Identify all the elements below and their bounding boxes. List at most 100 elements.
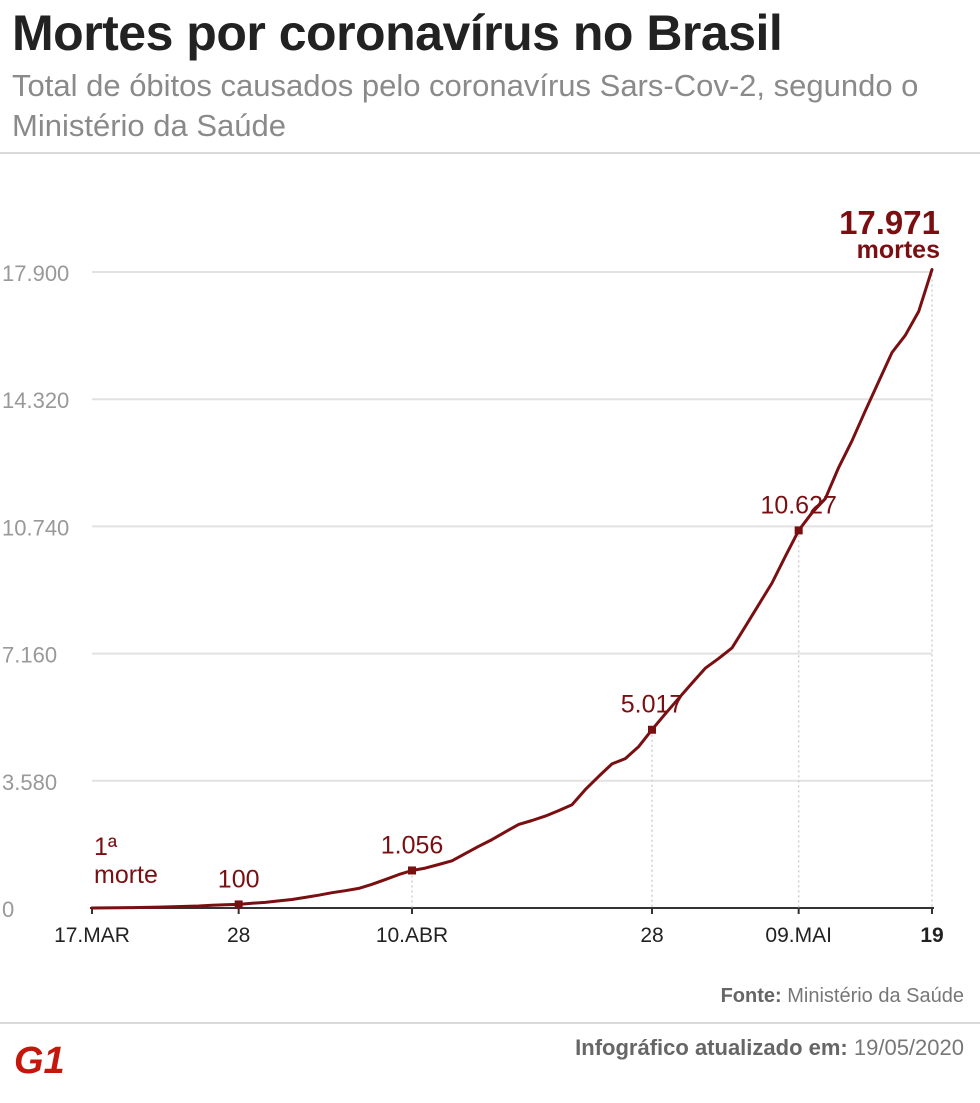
data-point bbox=[464, 852, 467, 855]
data-point bbox=[424, 867, 427, 869]
y-tick-labels: 0 3.580 7.160 10.740 14.320 17.900 bbox=[2, 261, 69, 922]
data-point bbox=[824, 497, 827, 500]
data-point bbox=[611, 763, 613, 765]
data-point bbox=[131, 906, 133, 909]
series-layer bbox=[90, 268, 934, 910]
data-point bbox=[277, 900, 280, 902]
data-point bbox=[677, 697, 680, 700]
data-point bbox=[224, 903, 227, 906]
annotation-label: 5.017 bbox=[621, 691, 684, 719]
data-point bbox=[197, 905, 200, 907]
data-point bbox=[624, 757, 627, 760]
y-tick-label: 17.900 bbox=[2, 261, 69, 286]
data-point bbox=[731, 647, 733, 649]
data-point bbox=[744, 625, 747, 628]
data-point bbox=[251, 902, 253, 904]
data-point bbox=[704, 667, 707, 669]
data-point bbox=[691, 682, 693, 684]
annotation-label: mortes bbox=[857, 236, 940, 264]
data-point bbox=[637, 745, 640, 748]
data-point bbox=[291, 898, 293, 901]
data-point bbox=[384, 878, 387, 881]
data-point bbox=[304, 896, 307, 899]
x-tick-label: 19 bbox=[920, 924, 943, 947]
data-point bbox=[917, 310, 920, 313]
x-tick-label: 17.MAR bbox=[54, 924, 130, 947]
data-point bbox=[877, 380, 880, 383]
data-point bbox=[851, 440, 853, 442]
data-point bbox=[531, 819, 533, 822]
y-tick-label: 14.320 bbox=[2, 388, 69, 413]
annotation-marker bbox=[648, 725, 656, 734]
data-point bbox=[331, 891, 333, 894]
data-point bbox=[437, 863, 440, 866]
data-point bbox=[584, 788, 587, 791]
y-tick-label: 7.160 bbox=[2, 643, 57, 668]
deaths-line-chart: 0 3.580 7.160 10.740 14.320 17.900 17.MAR 28 10… bbox=[2, 204, 944, 947]
y-tick-label: 3.580 bbox=[2, 770, 57, 795]
data-point bbox=[664, 712, 667, 715]
footer-divider bbox=[0, 1022, 980, 1024]
data-point bbox=[264, 901, 267, 904]
data-point bbox=[171, 905, 173, 908]
source-value: Ministério da Saúde bbox=[781, 985, 964, 1007]
annotation-marker bbox=[794, 526, 803, 535]
chart-subtitle: Total de óbitos causados pelo coronavíru… bbox=[12, 68, 919, 143]
data-point bbox=[104, 907, 107, 909]
updated-note: Infográfico atualizado em: 19/05/2020 bbox=[575, 1035, 964, 1061]
data-point bbox=[771, 582, 773, 584]
y-tick-label: 0 bbox=[2, 897, 14, 922]
data-point bbox=[904, 334, 907, 337]
data-point bbox=[891, 351, 893, 354]
data-point bbox=[757, 603, 760, 606]
x-tick-labels: 17.MAR 28 10.ABR 28 09.MAI 19 bbox=[54, 908, 944, 947]
annotation-marker bbox=[408, 866, 416, 875]
annotation-label: 1.056 bbox=[381, 831, 444, 859]
data-point bbox=[397, 873, 400, 876]
data-point bbox=[544, 815, 547, 817]
x-tick-label: 10.ABR bbox=[376, 924, 448, 947]
updated-value: 19/05/2020 bbox=[847, 1035, 964, 1060]
data-point bbox=[811, 511, 813, 514]
data-point bbox=[144, 906, 147, 909]
data-point bbox=[184, 905, 187, 908]
data-point bbox=[717, 657, 720, 660]
annotation-label: 1ª bbox=[94, 833, 118, 861]
data-point bbox=[864, 410, 867, 412]
x-tick-label: 28 bbox=[227, 924, 250, 947]
data-point bbox=[371, 883, 373, 886]
data-point bbox=[117, 906, 120, 909]
chart-title: Mortes por coronavírus no Brasil bbox=[12, 5, 783, 61]
annotation-marker bbox=[234, 900, 243, 909]
source-note: Fonte: Ministério da Saúde bbox=[721, 985, 964, 1008]
data-point bbox=[597, 775, 600, 778]
data-point bbox=[517, 823, 520, 826]
x-tick-label: 28 bbox=[640, 924, 663, 947]
data-point bbox=[571, 803, 573, 806]
data-point bbox=[931, 268, 933, 271]
data-point bbox=[91, 907, 93, 909]
annotation-label: 100 bbox=[218, 865, 260, 893]
data-point bbox=[157, 906, 160, 908]
annotation-label: 17.971 bbox=[839, 204, 940, 241]
g1-logo: G1 bbox=[14, 1040, 65, 1080]
x-tick-label: 09.MAI bbox=[765, 924, 832, 947]
data-point bbox=[557, 809, 560, 812]
y-tick-label: 10.740 bbox=[2, 515, 69, 540]
annotation-label: 10.627 bbox=[760, 491, 836, 519]
g1-logo-text: G1 bbox=[14, 1040, 65, 1080]
source-label: Fonte: bbox=[720, 985, 782, 1007]
deaths-series-line bbox=[90, 268, 934, 910]
data-point bbox=[504, 831, 507, 833]
data-point bbox=[357, 887, 360, 890]
data-point bbox=[317, 894, 320, 897]
data-point bbox=[784, 555, 787, 558]
data-point bbox=[451, 860, 453, 862]
grid-lines bbox=[90, 269, 934, 909]
annotation-label: morte bbox=[94, 861, 158, 889]
data-point bbox=[344, 889, 347, 892]
data-point bbox=[491, 838, 493, 841]
data-point bbox=[477, 845, 480, 848]
header-divider bbox=[0, 152, 980, 154]
